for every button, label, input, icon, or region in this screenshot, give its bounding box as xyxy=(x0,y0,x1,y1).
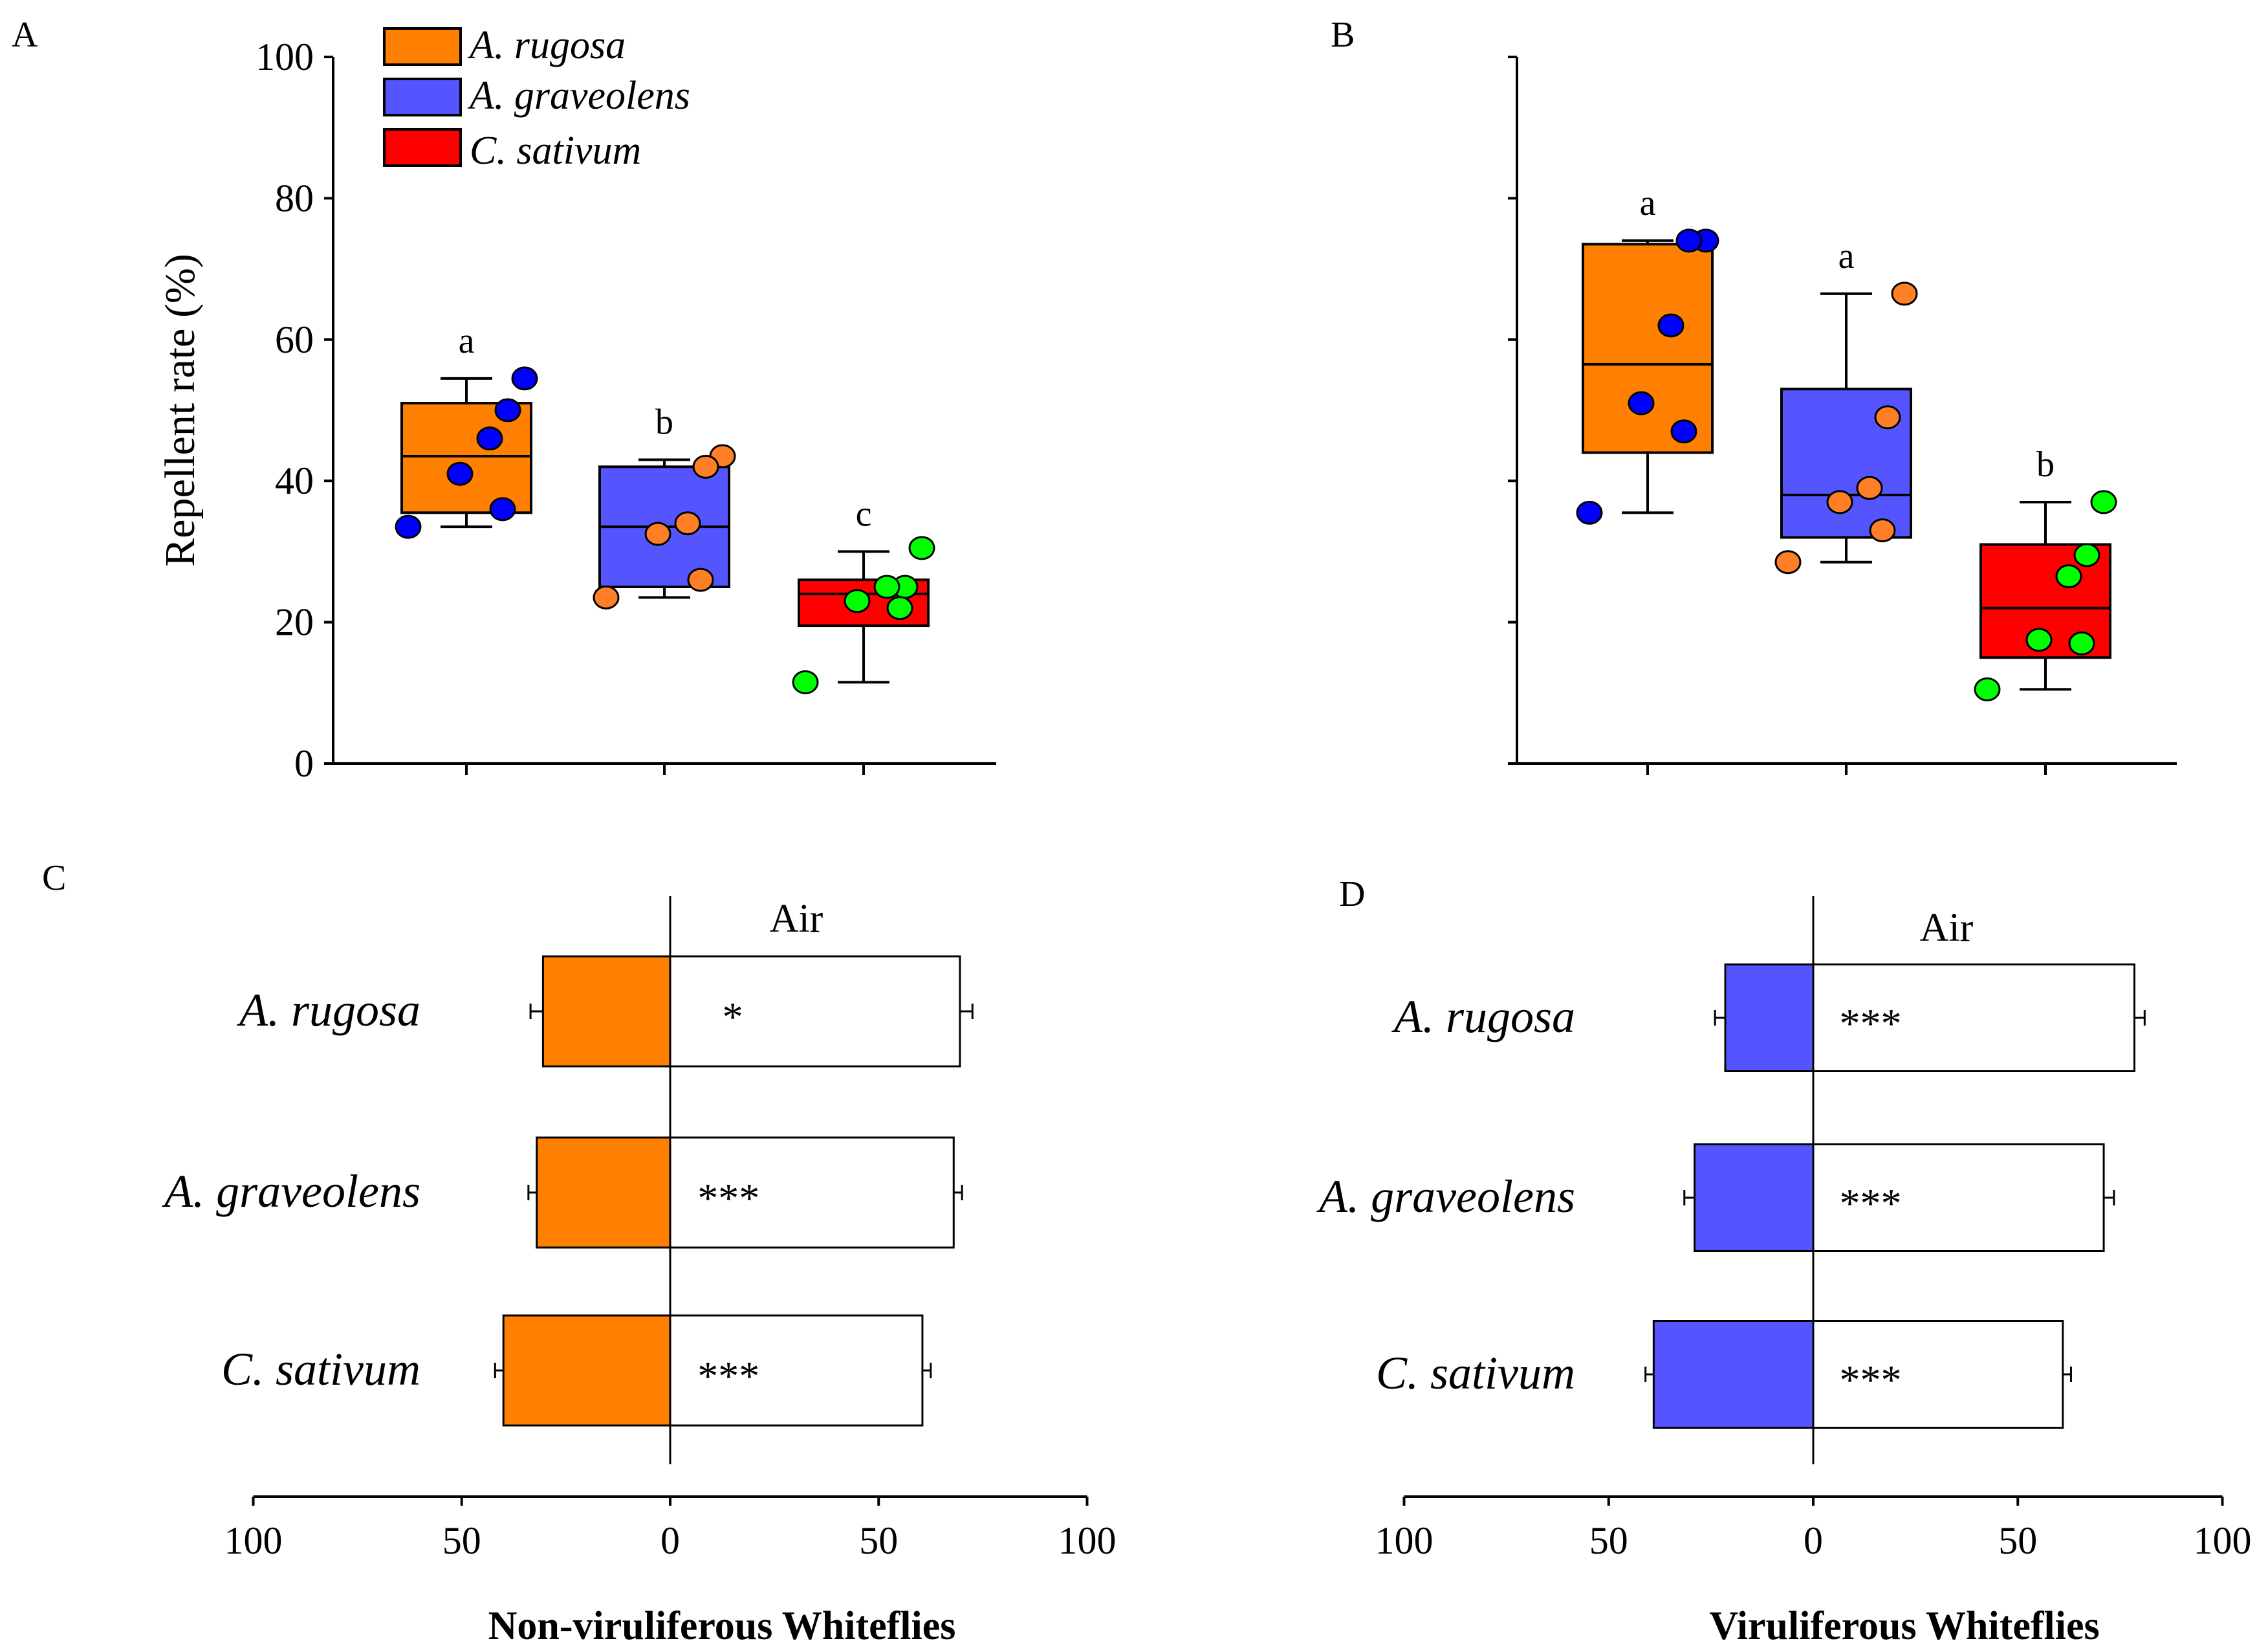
air-label: Air xyxy=(770,897,823,941)
category-label-c-sativum: C. sativum xyxy=(1376,1347,1575,1399)
significance-letter-c-sativum: c xyxy=(856,494,872,534)
significance-marker-a-graveolens: *** xyxy=(1840,1180,1902,1226)
bar-treatment-a-graveolens xyxy=(1694,1143,1815,1252)
legend-label-c-sativum: C. sativum xyxy=(470,129,641,173)
category-label-a-rugosa: A. rugosa xyxy=(237,984,420,1036)
data-point-a-graveolens xyxy=(674,511,701,536)
diverging-bar-chart-c: 100 50 0 50 100 Non-viruliferous Whiteflies Ai… xyxy=(162,896,1117,1648)
data-point-a-rugosa xyxy=(1675,228,1703,253)
data-point-a-rugosa xyxy=(476,426,503,451)
data-point-c-sativum xyxy=(2055,564,2082,589)
significance-marker-a-rugosa: *** xyxy=(1840,1000,1902,1046)
data-point-a-graveolens xyxy=(593,585,620,610)
data-point-c-sativum xyxy=(908,536,935,560)
data-point-a-graveolens xyxy=(644,522,671,546)
category-label-a-rugosa: A. rugosa xyxy=(1391,991,1575,1042)
y-tick-label: 40 xyxy=(275,459,314,502)
data-point-a-rugosa xyxy=(489,497,516,522)
y-tick-label: 100 xyxy=(256,36,314,78)
x-tick-label: 100 xyxy=(224,1519,283,1562)
legend-swatch-a-graveolens xyxy=(383,78,462,116)
data-point-a-graveolens xyxy=(1826,490,1853,514)
data-point-a-rugosa xyxy=(1657,313,1685,338)
box-plot-a: 0 20 40 60 80 100 Repellent rate (%) a b c xyxy=(157,36,996,785)
data-point-c-sativum xyxy=(886,596,913,621)
data-point-a-graveolens xyxy=(1856,476,1883,500)
significance-letter-a-graveolens: b xyxy=(655,402,673,442)
data-point-c-sativum xyxy=(2068,631,2095,655)
data-point-c-sativum xyxy=(1974,677,2001,701)
data-point-c-sativum xyxy=(844,589,871,613)
x-tick-label: 50 xyxy=(1589,1519,1628,1562)
data-point-a-graveolens xyxy=(692,454,719,479)
data-point-c-sativum xyxy=(2073,543,2100,567)
y-tick-label: 20 xyxy=(275,601,314,644)
data-point-a-rugosa xyxy=(395,514,422,539)
significance-marker-c-sativum: *** xyxy=(1840,1357,1902,1403)
x-axis-title: Viruliferous Whiteflies xyxy=(1709,1604,2099,1648)
legend-label-a-rugosa: A. rugosa xyxy=(467,23,626,67)
category-label-a-graveolens: A. graveolens xyxy=(162,1165,420,1217)
data-point-a-graveolens xyxy=(1774,550,1802,575)
x-tick-label: 100 xyxy=(2194,1519,2252,1562)
data-point-a-graveolens xyxy=(1891,281,1918,306)
x-tick-label: 0 xyxy=(1804,1519,1823,1562)
y-axis-title: Repellent rate (%) xyxy=(157,254,204,567)
significance-marker-a-rugosa: * xyxy=(723,994,743,1040)
x-tick-label: 50 xyxy=(859,1519,898,1562)
box-a-rugosa xyxy=(1582,243,1714,454)
bar-air-a-rugosa xyxy=(669,955,961,1068)
panel-letter-a: A xyxy=(12,15,38,55)
significance-marker-a-graveolens: *** xyxy=(697,1175,759,1221)
data-point-a-rugosa xyxy=(1670,419,1697,444)
y-tick-label: 60 xyxy=(275,318,314,361)
significance-letter-a-rugosa: a xyxy=(459,321,475,361)
bar-treatment-c-sativum xyxy=(502,1314,671,1427)
panel-letter-d: D xyxy=(1339,874,1365,914)
x-tick-label: 50 xyxy=(1998,1519,2037,1562)
significance-marker-c-sativum: *** xyxy=(697,1353,759,1399)
legend-swatch-c-sativum xyxy=(383,128,462,167)
data-point-a-graveolens xyxy=(1869,518,1896,543)
bar-treatment-a-rugosa xyxy=(1724,963,1815,1072)
data-point-c-sativum xyxy=(873,575,900,599)
x-tick-label: 50 xyxy=(442,1519,481,1562)
y-tick-label: 0 xyxy=(294,742,314,785)
panel-letter-c: C xyxy=(42,858,66,898)
bar-treatment-a-rugosa xyxy=(541,955,671,1068)
category-label-a-graveolens: A. graveolens xyxy=(1316,1171,1575,1222)
panel-letter-b: B xyxy=(1331,15,1355,55)
box-plot-b: a a b xyxy=(1508,56,2177,775)
bar-treatment-c-sativum xyxy=(1652,1320,1815,1429)
y-tick-label: 80 xyxy=(275,177,314,219)
data-point-a-rugosa xyxy=(446,461,474,486)
data-point-a-rugosa xyxy=(1576,500,1603,525)
data-point-a-rugosa xyxy=(494,398,521,423)
data-point-a-rugosa xyxy=(511,366,538,391)
data-point-a-graveolens xyxy=(687,567,714,592)
x-tick-label: 0 xyxy=(660,1519,680,1562)
x-axis-title: Non-viruliferous Whiteflies xyxy=(488,1604,956,1648)
x-tick-label: 100 xyxy=(1375,1519,1434,1562)
air-label: Air xyxy=(1920,906,1974,950)
diverging-bar-chart-d: 100 50 0 50 100 Viruliferous Whiteflies Air A. … xyxy=(1316,896,2252,1648)
bar-treatment-a-graveolens xyxy=(536,1136,671,1249)
data-point-a-rugosa xyxy=(1628,391,1655,415)
data-point-c-sativum xyxy=(2025,628,2053,652)
significance-letter-a-graveolens: a xyxy=(1838,236,1855,276)
category-label-c-sativum: C. sativum xyxy=(221,1343,420,1395)
significance-letter-a-rugosa: a xyxy=(1640,183,1656,223)
data-point-a-graveolens xyxy=(1874,405,1901,430)
legend-label-a-graveolens: A. graveolens xyxy=(467,74,690,118)
x-tick-label: 100 xyxy=(1058,1519,1117,1562)
significance-letter-c-sativum: b xyxy=(2036,445,2055,485)
data-point-c-sativum xyxy=(792,670,819,694)
legend-swatch-a-rugosa xyxy=(383,27,462,66)
data-point-c-sativum xyxy=(2090,490,2117,514)
legend: A. rugosa A. graveolens C. sativum xyxy=(383,23,690,173)
